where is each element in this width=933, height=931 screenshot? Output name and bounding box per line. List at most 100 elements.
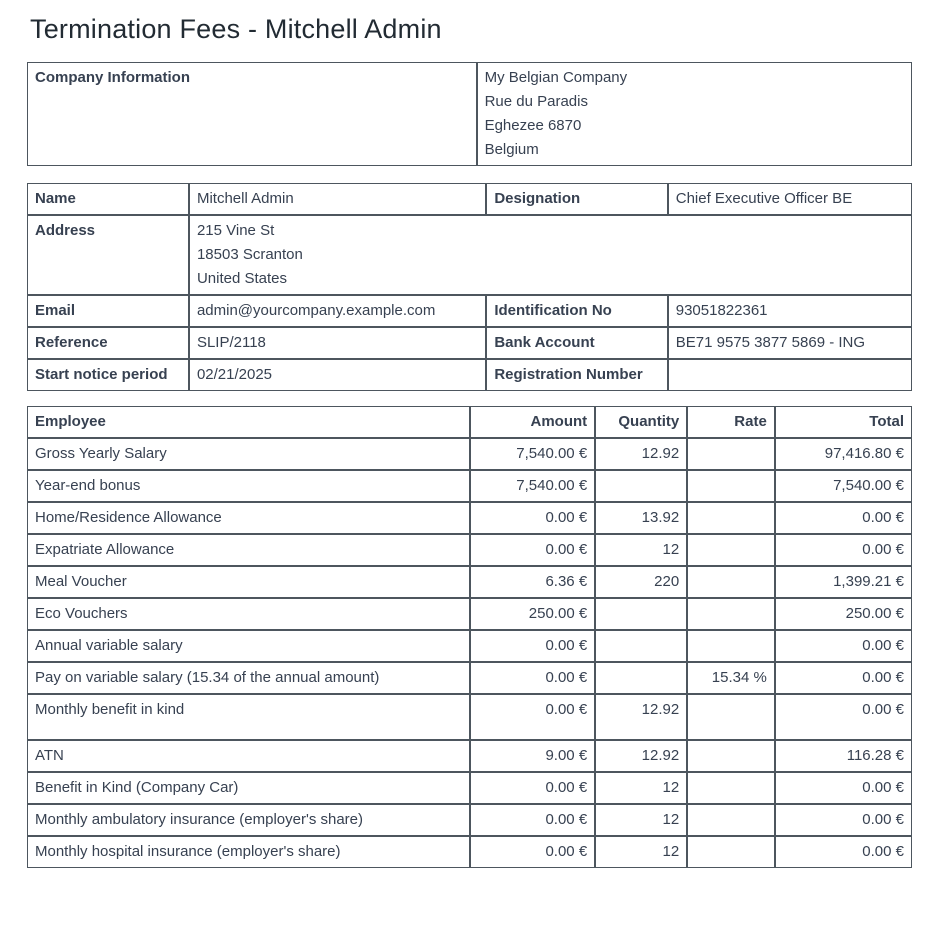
start-notice-label: Start notice period: [27, 359, 189, 391]
fees-cell-rate: [687, 470, 775, 502]
fees-cell-total: 0.00 €: [774, 662, 912, 694]
table-row: Eco Vouchers 250.00 €250.00 €: [27, 598, 912, 630]
fees-cell-amount: 9.00 €: [470, 740, 596, 772]
table-row: Reference SLIP/2118 Bank Account BE71 95…: [27, 327, 912, 359]
fees-cell-label: Monthly benefit in kind: [27, 694, 471, 740]
table-row: Annual variable salary 0.00 €0.00 €: [27, 630, 912, 662]
rate-column-header: Rate: [687, 406, 775, 438]
fees-cell-rate: [687, 836, 775, 868]
fees-cell-rate: [687, 740, 775, 772]
fees-header-row: Employee Amount Quantity Rate Total: [27, 406, 912, 438]
bank-account-label: Bank Account: [486, 327, 668, 359]
fees-cell-amount: 0.00 €: [470, 630, 596, 662]
fees-cell-quantity: 13.92: [595, 502, 688, 534]
table-row: Monthly benefit in kind 0.00 €12.92 0.00 €: [27, 694, 912, 740]
fees-cell-rate: [687, 772, 775, 804]
fees-cell-quantity: [595, 470, 688, 502]
table-row: Start notice period 02/21/2025 Registrat…: [27, 359, 912, 391]
amount-column-header: Amount: [470, 406, 596, 438]
fees-cell-amount: 0.00 €: [470, 772, 596, 804]
fees-table-body: Gross Yearly Salary 7,540.00 €12.92 97,416…: [27, 438, 912, 868]
fees-cell-rate: 15.34 %: [687, 662, 775, 694]
fees-cell-amount: 0.00 €: [470, 836, 596, 868]
name-value: Mitchell Admin: [188, 183, 487, 215]
table-row: Meal Voucher 6.36 €220 1,399.21 €: [27, 566, 912, 598]
company-info-value: My Belgian Company Rue du Paradis Egheze…: [476, 62, 912, 166]
reference-label: Reference: [27, 327, 189, 359]
address-street-line: 215 Vine St: [196, 222, 275, 239]
fees-cell-label: Eco Vouchers: [27, 598, 471, 630]
table-row: Home/Residence Allowance 0.00 €13.92 0.00 …: [27, 502, 912, 534]
fees-cell-quantity: 12: [595, 772, 688, 804]
company-info-row: Company Information My Belgian Company R…: [27, 62, 912, 166]
table-row: Year-end bonus 7,540.00 €7,540.00 €: [27, 470, 912, 502]
fees-cell-label: Expatriate Allowance: [27, 534, 471, 566]
table-row: Monthly ambulatory insurance (employer's…: [27, 804, 912, 836]
designation-value: Chief Executive Officer BE: [667, 183, 912, 215]
page-title: Termination Fees - Mitchell Admin: [30, 14, 442, 44]
company-info-label: Company Information: [27, 62, 477, 166]
designation-label: Designation: [486, 183, 668, 215]
address-country-line: United States: [196, 270, 288, 287]
fees-cell-quantity: 12: [595, 534, 688, 566]
table-row: Expatriate Allowance 0.00 €12 0.00 €: [27, 534, 912, 566]
fees-cell-label: Gross Yearly Salary: [27, 438, 471, 470]
fees-cell-quantity: 12.92: [595, 740, 688, 772]
employee-details-table: Name Mitchell Admin Designation Chief Ex…: [27, 183, 912, 391]
fees-cell-label: Year-end bonus: [27, 470, 471, 502]
fees-cell-quantity: 12: [595, 804, 688, 836]
table-row: Monthly hospital insurance (employer's s…: [27, 836, 912, 868]
company-street-line: Rue du Paradis: [484, 93, 588, 110]
fees-cell-total: 0.00 €: [774, 630, 912, 662]
fees-cell-total: 0.00 €: [774, 836, 912, 868]
company-name-line: My Belgian Company: [484, 69, 628, 86]
table-row: Pay on variable salary (15.34 of the ann…: [27, 662, 912, 694]
report-page: Termination Fees - Mitchell Admin Compan…: [27, 14, 912, 868]
fees-cell-total: 0.00 €: [774, 694, 912, 740]
email-value: admin@yourcompany.example.com: [188, 295, 487, 327]
fees-cell-quantity: 12: [595, 836, 688, 868]
fees-cell-label: Meal Voucher: [27, 566, 471, 598]
table-row: Name Mitchell Admin Designation Chief Ex…: [27, 183, 912, 215]
fees-cell-amount: 0.00 €: [470, 662, 596, 694]
fees-cell-rate: [687, 598, 775, 630]
quantity-column-header: Quantity: [595, 406, 688, 438]
company-city-line: Eghezee 6870: [484, 117, 582, 134]
fees-cell-rate: [687, 694, 775, 740]
fees-cell-amount: 0.00 €: [470, 694, 596, 740]
table-row: ATN 9.00 €12.92 116.28 €: [27, 740, 912, 772]
fees-cell-rate: [687, 804, 775, 836]
employee-column-header: Employee: [27, 406, 471, 438]
fees-cell-rate: [687, 438, 775, 470]
fees-cell-amount: 250.00 €: [470, 598, 596, 630]
fees-cell-rate: [687, 630, 775, 662]
reference-value: SLIP/2118: [188, 327, 487, 359]
name-label: Name: [27, 183, 189, 215]
fees-cell-label: ATN: [27, 740, 471, 772]
fees-cell-total: 0.00 €: [774, 502, 912, 534]
table-row: Gross Yearly Salary 7,540.00 €12.92 97,416…: [27, 438, 912, 470]
fees-cell-amount: 6.36 €: [470, 566, 596, 598]
start-notice-value: 02/21/2025: [188, 359, 487, 391]
fees-cell-label: Home/Residence Allowance: [27, 502, 471, 534]
fees-cell-label: Pay on variable salary (15.34 of the ann…: [27, 662, 471, 694]
fees-cell-amount: 7,540.00 €: [470, 470, 596, 502]
fees-cell-quantity: 12.92: [595, 438, 688, 470]
company-country-line: Belgium: [484, 141, 539, 158]
identification-value: 93051822361: [667, 295, 912, 327]
total-column-header: Total: [774, 406, 912, 438]
email-label: Email: [27, 295, 189, 327]
fees-cell-label: Monthly ambulatory insurance (employer's…: [27, 804, 471, 836]
fees-cell-total: 1,399.21 €: [774, 566, 912, 598]
registration-number-value: [667, 359, 912, 391]
fees-cell-amount: 0.00 €: [470, 804, 596, 836]
table-row: Benefit in Kind (Company Car) 0.00 €12 0.0…: [27, 772, 912, 804]
fees-cell-label: Annual variable salary: [27, 630, 471, 662]
fees-cell-quantity: [595, 662, 688, 694]
fees-cell-quantity: 220: [595, 566, 688, 598]
fees-cell-amount: 7,540.00 €: [470, 438, 596, 470]
company-info-table: Company Information My Belgian Company R…: [27, 62, 912, 166]
fees-cell-rate: [687, 566, 775, 598]
fees-cell-rate: [687, 502, 775, 534]
address-label: Address: [27, 215, 189, 295]
